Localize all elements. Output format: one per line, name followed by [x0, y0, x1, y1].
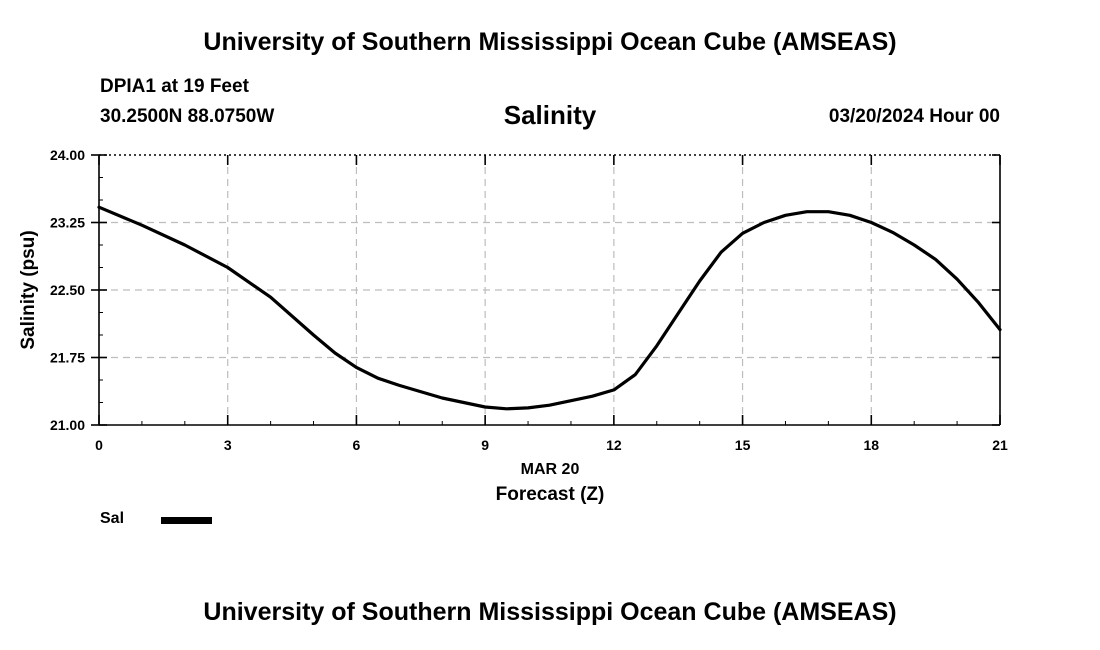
chart-title: Salinity	[503, 100, 597, 130]
x-axis-label: Forecast (Z)	[496, 484, 605, 505]
x-tick-label: 21	[992, 437, 1008, 453]
report-title: University of Southern Mississippi Ocean…	[203, 28, 897, 56]
forecast-datetime: 03/20/2024 Hour 00	[828, 106, 1000, 127]
x-tick-label: 15	[735, 437, 751, 453]
y-tick-label: 24.00	[50, 147, 85, 163]
salinity-series-line	[97, 205, 1002, 411]
y-tick-label: 22.50	[50, 282, 85, 298]
y-tick-label: 23.25	[50, 215, 85, 231]
y-tick-label: 21.00	[50, 417, 85, 433]
x-date-label: MAR 20	[521, 461, 580, 478]
legend-label: Sal	[100, 510, 125, 527]
y-axis-label: Salinity (psu)	[18, 230, 39, 349]
station-label: DPIA1 at 19 Feet	[100, 76, 249, 97]
legend-line-swatch	[161, 517, 212, 524]
x-tick-label: 12	[606, 437, 622, 453]
salinity-chart: 0 3 6 9 12 15 18 21 21.00 21.75 22.50 23.25 24.00 MAR…	[18, 147, 1008, 505]
x-tick-label: 18	[863, 437, 879, 453]
y-tick-label: 21.75	[50, 350, 85, 366]
x-tick-label: 9	[481, 437, 489, 453]
footer-title: University of Southern Mississippi Ocean…	[203, 598, 897, 626]
x-tick-label: 6	[353, 437, 361, 453]
x-tick-label: 3	[224, 437, 232, 453]
station-coordinates: 30.2500N 88.0750W	[100, 106, 275, 127]
x-tick-label: 0	[95, 437, 103, 453]
